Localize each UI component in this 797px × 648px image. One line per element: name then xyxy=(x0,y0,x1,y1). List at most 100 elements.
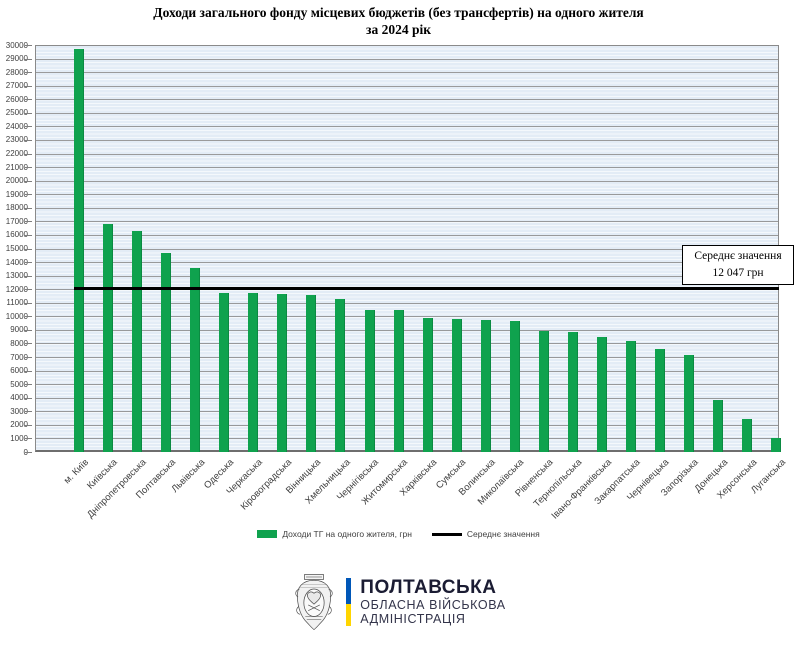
y-tick-label: 1000 xyxy=(10,433,28,443)
y-tick-label: 23000 xyxy=(5,135,28,145)
bar xyxy=(451,319,462,452)
average-annotation-line1: Середнє значення xyxy=(694,250,782,262)
grid-line xyxy=(35,207,779,209)
y-tick-mark xyxy=(25,411,32,413)
grid-line xyxy=(35,167,779,169)
y-tick-mark xyxy=(25,153,32,155)
y-tick-label: 13000 xyxy=(5,271,28,281)
y-tick-mark xyxy=(25,452,32,453)
y-tick-label: 10000 xyxy=(5,311,28,321)
legend: Доходи ТГ на одного жителя, грн Середнє … xyxy=(0,529,797,539)
bar xyxy=(625,341,636,452)
y-tick-mark xyxy=(25,329,32,331)
grid-line xyxy=(35,234,779,236)
bar xyxy=(596,336,607,452)
y-tick-label: 20000 xyxy=(5,176,28,186)
y-tick-mark xyxy=(25,207,32,209)
bar xyxy=(393,310,404,452)
y-tick-label: 9000 xyxy=(10,325,28,335)
bar xyxy=(567,331,578,452)
y-tick-label: 11000 xyxy=(6,298,28,308)
y-tick-label: 12000 xyxy=(5,284,28,294)
bar xyxy=(480,319,491,452)
bar xyxy=(713,400,724,452)
bar xyxy=(364,309,375,452)
bar-series-swatch-icon xyxy=(257,530,278,538)
y-tick-label: 7000 xyxy=(10,352,28,362)
y-tick-label: 4000 xyxy=(10,393,28,403)
y-tick-mark xyxy=(25,194,32,196)
y-tick-mark xyxy=(25,302,32,304)
y-tick-mark xyxy=(25,275,32,277)
y-tick-label: 19000 xyxy=(5,189,28,199)
y-tick-label: 2000 xyxy=(10,420,28,430)
y-tick-mark xyxy=(25,289,32,291)
y-tick-mark xyxy=(25,397,32,399)
grid-line xyxy=(35,58,779,60)
y-tick-mark xyxy=(25,438,32,440)
y-tick-label: 27000 xyxy=(5,81,28,91)
org-line3: АДМІНІСТРАЦІЯ xyxy=(360,611,466,626)
poltava-coat-of-arms-icon xyxy=(295,574,333,630)
y-tick-mark xyxy=(25,45,32,46)
bar xyxy=(422,318,433,452)
bar xyxy=(74,49,84,452)
chart-title-line2: за 2024 рік xyxy=(366,21,431,37)
y-tick-mark xyxy=(25,99,32,101)
bar xyxy=(190,268,201,452)
grid-line xyxy=(35,302,779,304)
org-name: ПОЛТАВСЬКА xyxy=(360,576,497,598)
y-tick-label: 3000 xyxy=(10,406,28,416)
bar xyxy=(655,348,665,452)
grid-line xyxy=(35,248,779,250)
average-annotation-line2: 12 047 грн xyxy=(712,266,764,279)
bar xyxy=(742,419,753,452)
y-tick-mark xyxy=(25,167,32,169)
bar xyxy=(771,437,782,452)
grid-line xyxy=(35,221,779,223)
grid-line xyxy=(35,384,779,386)
y-tick-mark xyxy=(25,370,32,372)
y-tick-mark xyxy=(25,262,32,264)
chart-title-line1: Доходи загального фонду місцевих бюджеті… xyxy=(153,5,644,20)
y-tick-label: 16000 xyxy=(5,230,28,240)
y-tick-label: 15000 xyxy=(5,244,28,253)
legend-line-label: Середнє значення xyxy=(466,529,540,539)
y-tick-label: 21000 xyxy=(5,162,28,172)
y-tick-label: 5000 xyxy=(10,379,28,389)
grid-line xyxy=(35,411,779,413)
y-tick-mark xyxy=(25,384,32,386)
bar xyxy=(219,292,230,452)
grid-line xyxy=(35,99,779,101)
y-tick-mark xyxy=(25,139,32,141)
y-tick-mark xyxy=(25,180,32,182)
bar xyxy=(277,293,288,452)
grid-line xyxy=(35,370,779,372)
bar xyxy=(684,354,695,452)
grid-line xyxy=(35,153,779,155)
y-tick-mark xyxy=(25,126,32,128)
y-tick-label: 28000 xyxy=(5,67,28,77)
y-tick-label: 0 xyxy=(0,448,28,457)
y-tick-mark xyxy=(25,85,32,87)
grid-line xyxy=(35,329,779,331)
grid-line xyxy=(35,85,779,87)
bar xyxy=(306,294,317,452)
org-text: ПОЛТАВСЬКА ОБЛАСНА ВІЙСЬКОВА АДМІНІСТРАЦ… xyxy=(360,576,505,627)
flag-bar-icon xyxy=(346,578,352,626)
y-tick-label: 26000 xyxy=(5,94,28,104)
y-tick-label: 18000 xyxy=(5,203,28,213)
average-annotation-box: Середнє значення 12 047 грн xyxy=(682,245,794,286)
chart-title: Доходи загального фонду місцевих бюджеті… xyxy=(0,5,797,39)
legend-item-average: Середнє значення xyxy=(431,529,540,539)
y-tick-label: 8000 xyxy=(10,338,28,348)
y-tick-label: 25000 xyxy=(5,108,28,118)
grid-line xyxy=(35,357,779,359)
y-tick-label: 30000 xyxy=(5,40,28,50)
y-tick-label: 24000 xyxy=(5,121,28,131)
grid-line xyxy=(35,343,779,345)
grid-line xyxy=(35,397,779,399)
y-tick-mark xyxy=(25,72,32,74)
y-tick-label: 29000 xyxy=(5,54,28,64)
